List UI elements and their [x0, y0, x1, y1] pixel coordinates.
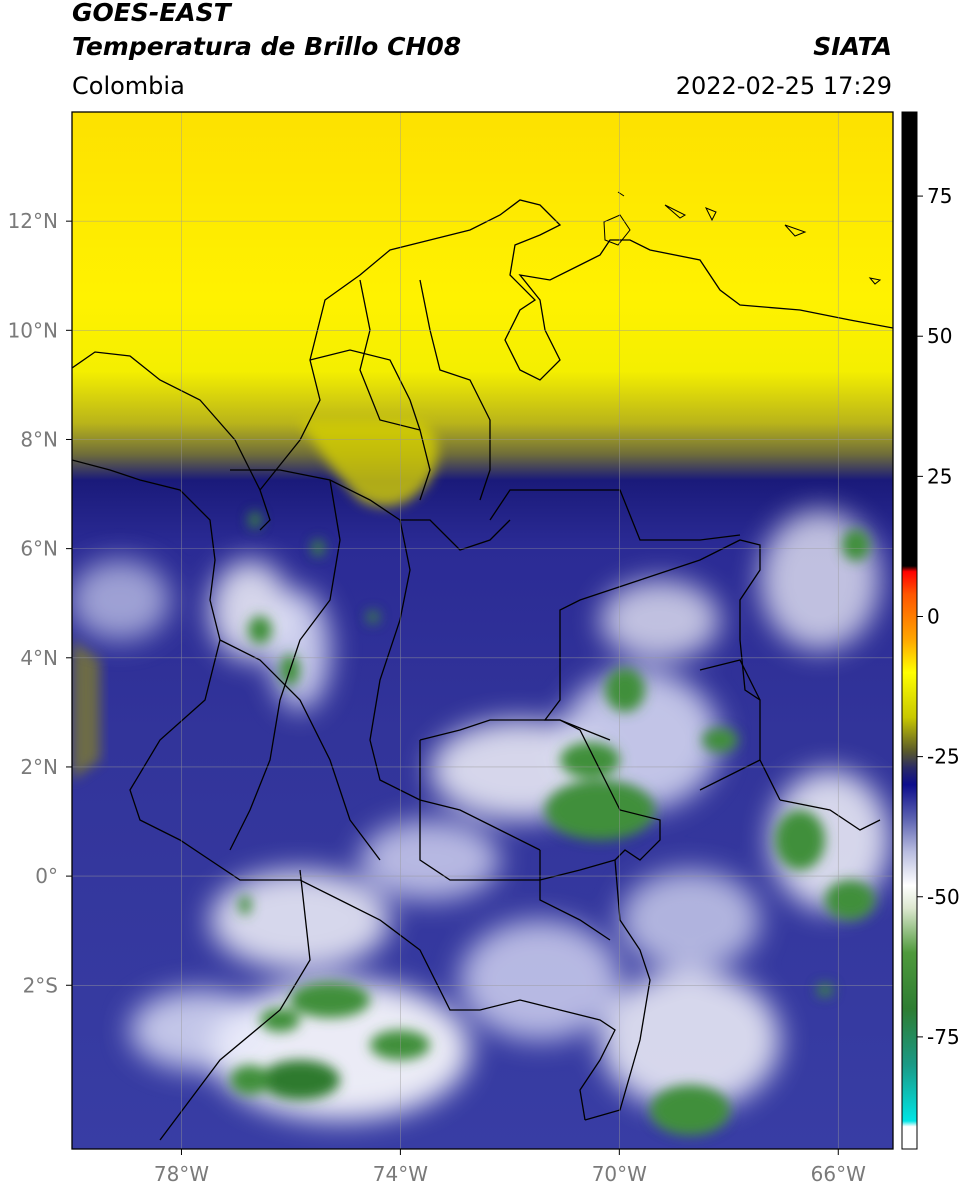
brand-label: SIATA: [813, 32, 892, 61]
colorbar: 75 50 25 0 -25 -50 -75: [901, 111, 960, 1150]
lat-tick-label: 6°N: [20, 537, 58, 561]
borders: [72, 199, 893, 1141]
colorbar-tick-label: 25: [927, 464, 952, 488]
region-label: Colombia: [72, 72, 185, 100]
datetime-label: 2022-02-25 17:29: [675, 72, 892, 100]
product-title: Temperatura de Brillo CH08: [72, 32, 462, 61]
graticule: [72, 112, 893, 1149]
lon-tick-label: 70°W: [592, 1162, 647, 1186]
colorbar-tick-label: 50: [927, 324, 952, 348]
lon-tick-label: 66°W: [811, 1162, 866, 1186]
lat-tick-label: 2°S: [23, 973, 58, 997]
lat-tick-label: 0°: [35, 864, 58, 888]
islands: [603, 191, 882, 285]
longitude-labels: 78°W 74°W 70°W 66°W: [154, 1149, 866, 1186]
colorbar-tick-label: 75: [927, 184, 952, 208]
lon-tick-label: 78°W: [154, 1162, 209, 1186]
colorbar-tick-label: -25: [927, 745, 960, 769]
lon-tick-label: 74°W: [373, 1162, 428, 1186]
colorbar-tick-label: -50: [927, 885, 960, 909]
lat-tick-label: 10°N: [8, 318, 58, 342]
colorbar-tick-label: 0: [927, 604, 940, 628]
lat-tick-label: 2°N: [20, 755, 58, 779]
colorbar-tick-label: -75: [927, 1025, 960, 1049]
satellite-title: GOES-EAST: [72, 0, 231, 27]
lat-tick-label: 12°N: [8, 209, 58, 233]
colorbar-gradient: [901, 111, 918, 1150]
coldest-cloud-tops: [230, 512, 875, 1135]
lat-tick-label: 8°N: [20, 427, 58, 451]
latitude-labels: 12°N 10°N 8°N 6°N 4°N 2°N 0° 2°S: [8, 209, 72, 997]
map-frame: [71, 111, 894, 1150]
colorbar-ticks: 75 50 25 0 -25 -50 -75: [917, 184, 960, 1049]
brightness-temperature-raster: [72, 112, 893, 1149]
lat-tick-label: 4°N: [20, 646, 58, 670]
